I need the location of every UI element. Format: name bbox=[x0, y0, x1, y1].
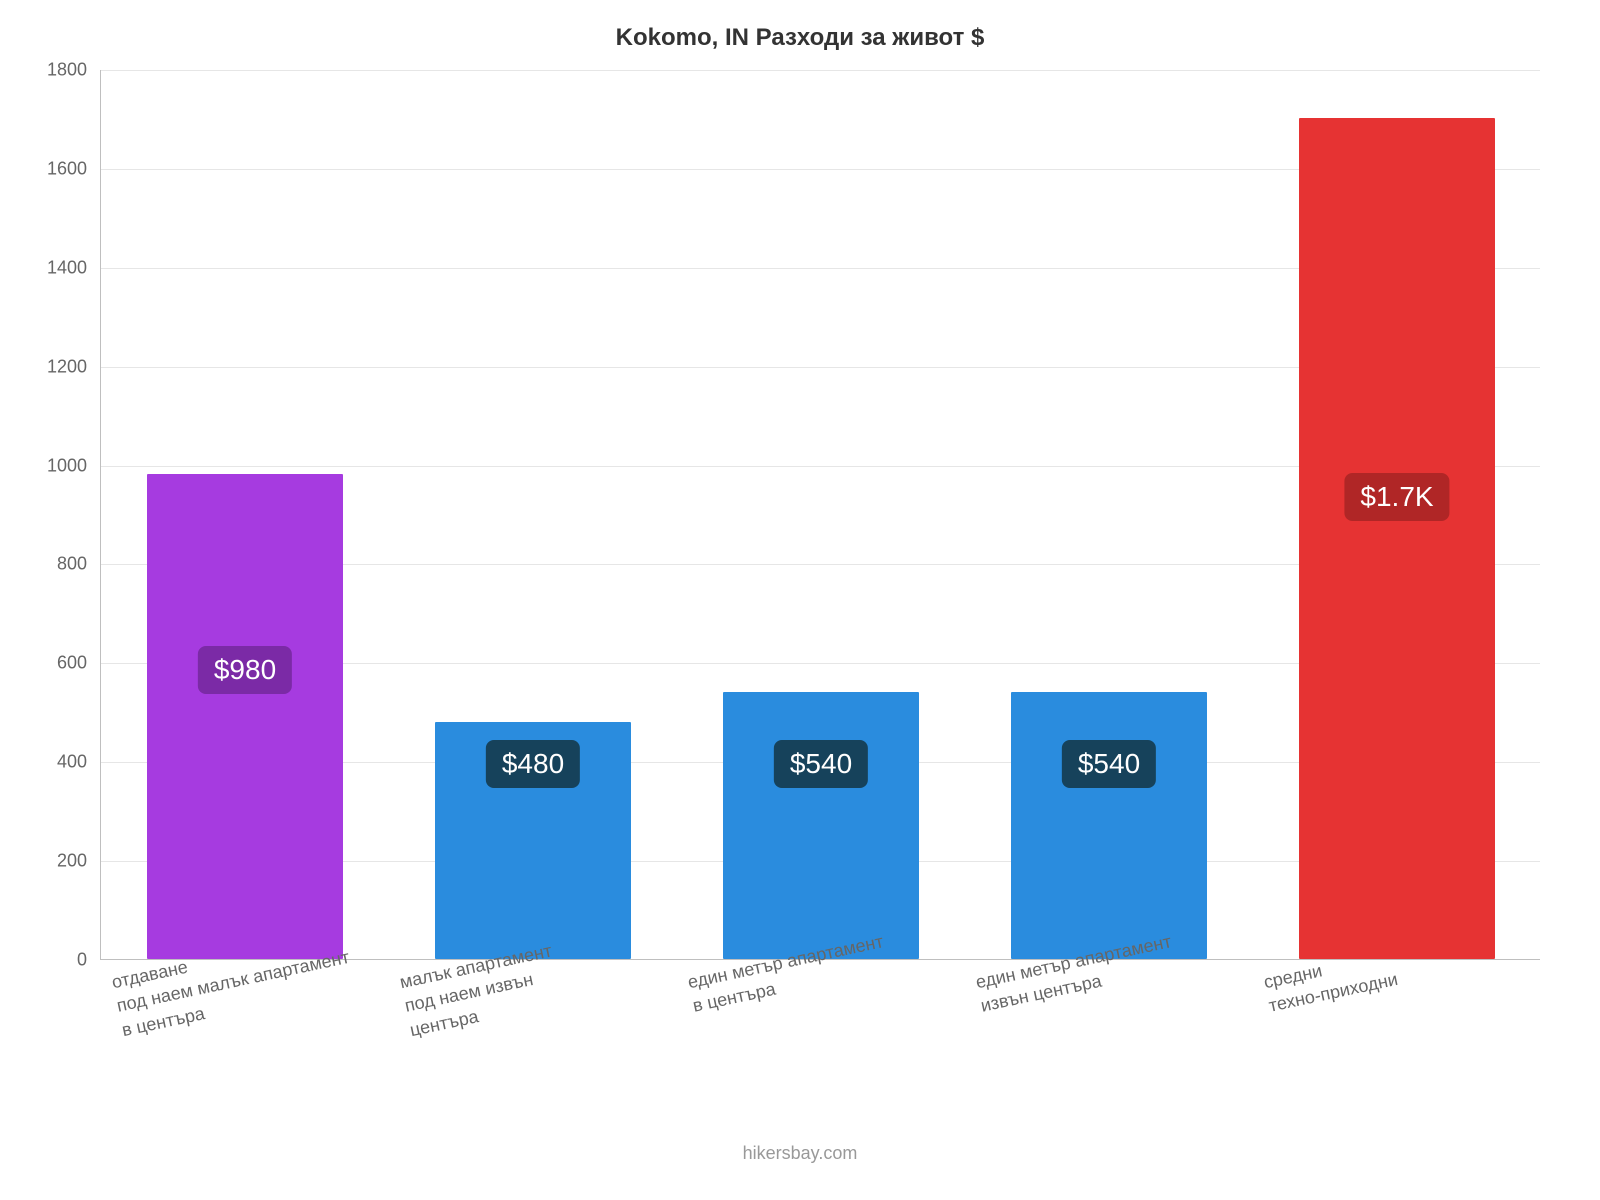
bar-value-badge: $980 bbox=[198, 646, 292, 694]
cost-of-living-chart: Kokomo, IN Разходи за живот $ 0200400600… bbox=[0, 0, 1600, 1200]
bar-value-badge: $1.7K bbox=[1344, 473, 1449, 521]
y-tick-label: 1600 bbox=[47, 158, 101, 179]
chart-title: Kokomo, IN Разходи за живот $ bbox=[0, 24, 1600, 52]
bar-value-badge: $480 bbox=[486, 740, 580, 788]
x-category-label: средни техно-приходни bbox=[1259, 932, 1400, 1019]
y-tick-label: 200 bbox=[57, 851, 101, 872]
y-tick-label: 1000 bbox=[47, 455, 101, 476]
y-tick-label: 1400 bbox=[47, 257, 101, 278]
x-category-label: малък апартамент под наем извън центъра bbox=[395, 927, 564, 1042]
bar bbox=[1299, 118, 1495, 959]
y-tick-label: 400 bbox=[57, 752, 101, 773]
plot-area: 020040060080010001200140016001800$980отд… bbox=[100, 70, 1540, 960]
y-tick-label: 600 bbox=[57, 653, 101, 674]
y-tick-label: 1200 bbox=[47, 356, 101, 377]
gridline bbox=[101, 70, 1540, 71]
y-tick-label: 0 bbox=[77, 950, 101, 971]
bar bbox=[723, 692, 919, 959]
bar bbox=[147, 474, 343, 959]
y-tick-label: 1800 bbox=[47, 60, 101, 81]
bar bbox=[1011, 692, 1207, 959]
bar-value-badge: $540 bbox=[1062, 740, 1156, 788]
y-tick-label: 800 bbox=[57, 554, 101, 575]
bar-value-badge: $540 bbox=[774, 740, 868, 788]
attribution-text: hikersbay.com bbox=[0, 1143, 1600, 1164]
